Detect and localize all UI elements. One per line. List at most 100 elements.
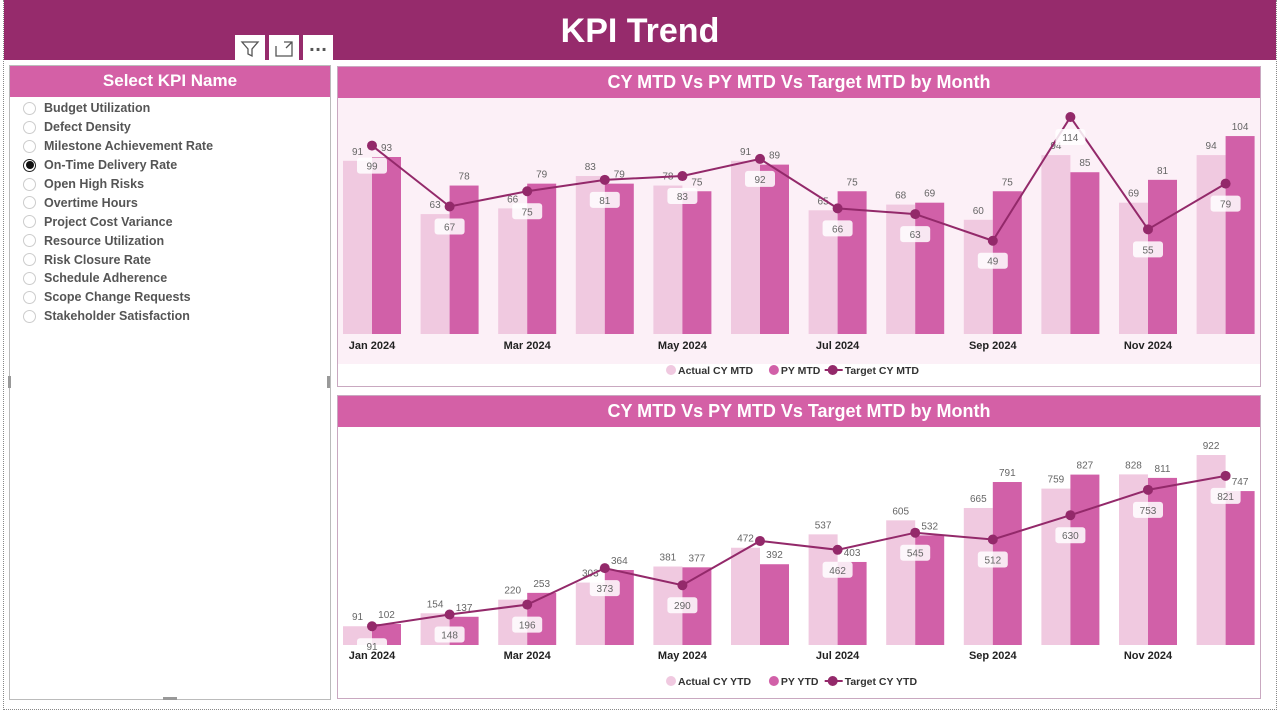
bar-py [915,202,945,334]
data-label-target: 83 [677,192,689,203]
radio-button[interactable] [23,139,36,153]
target-point [987,235,998,246]
radio-button[interactable] [23,177,36,191]
data-label-actual: 381 [660,552,677,563]
bar-actual [1196,455,1226,645]
slicer-item[interactable]: Schedule Adherence [23,269,330,288]
data-label-py: 102 [378,610,395,621]
data-label-target: 196 [519,621,536,632]
target-label-box [822,220,853,237]
slicer-item-label: Budget Utilization [44,101,151,116]
ytd-chart-title: CY MTD Vs PY MTD Vs Target MTD by Month [338,396,1260,427]
slicer-item[interactable]: Scope Change Requests [23,288,330,307]
legend-marker-icon [666,676,676,686]
slicer-item[interactable]: Milestone Achievement Rate [23,137,330,156]
kpi-slicer[interactable]: Select KPI Name Budget Utilization Defect… [9,65,331,700]
legend-marker-icon [827,676,838,686]
radio-button[interactable] [23,215,36,229]
x-tick-label: Sep 2024 [969,650,1018,662]
data-label-actual: 828 [1125,460,1142,471]
data-label-actual: 472 [737,534,754,545]
slicer-item[interactable]: Open High Risks [23,175,330,194]
target-label-box [667,188,698,205]
bar-py [760,164,789,334]
data-label-py: 75 [847,177,859,188]
slicer-item[interactable]: Risk Closure Rate [23,250,330,269]
slicer-item[interactable]: On-Time Delivery Rate [23,156,330,175]
resize-handle-right[interactable] [327,376,330,388]
data-label-py: 75 [1002,177,1014,188]
slicer-item[interactable]: Overtime Hours [23,193,330,212]
x-tick-label: Jan 2024 [349,650,396,662]
data-label-py: 747 [1232,477,1249,488]
radio-button[interactable] [23,309,36,323]
target-point [444,201,455,212]
slicer-item[interactable]: Resource Utilization [23,231,330,250]
target-point [755,535,765,546]
target-point [1065,510,1076,521]
data-label-py: 811 [1155,464,1171,475]
target-point [367,140,377,151]
data-label-target: 512 [984,556,1001,567]
filter-button[interactable] [235,35,265,63]
data-label-actual: 759 [1048,475,1065,486]
slicer-item-label: Resource Utilization [44,233,165,248]
slicer-item-label: Schedule Adherence [44,271,168,286]
resize-handle-left[interactable] [8,376,11,388]
slicer-item-label: Milestone Achievement Rate [44,139,214,154]
bar-actual [1041,155,1071,334]
data-label-target: 92 [754,175,766,186]
slicer-item[interactable]: Project Cost Variance [23,212,330,231]
resize-handle-bottom[interactable] [163,697,177,700]
target-line [371,474,1226,628]
data-label-actual: 63 [430,200,442,211]
data-label-target: 753 [1140,506,1157,517]
data-label-py: 377 [689,553,706,564]
target-label-box [977,252,1008,269]
slicer-list: Budget Utilization Defect Density Mileston… [10,97,330,326]
radio-button[interactable] [23,158,36,172]
radio-button[interactable] [23,253,36,267]
target-point [832,203,843,214]
slicer-item[interactable]: Budget Utilization [23,99,330,118]
target-label-box [1210,487,1241,504]
more-options-button[interactable]: ··· [303,35,333,63]
radio-button[interactable] [23,196,36,210]
target-point [910,527,921,538]
legend-entry: Actual CY MTD [678,365,753,377]
x-tick-label: Nov 2024 [1124,650,1173,662]
radio-button[interactable] [23,101,36,115]
radio-button[interactable] [23,290,36,304]
bar-actual [808,534,838,645]
data-label-actual: 83 [585,162,597,173]
data-label-target: 55 [1142,245,1154,256]
data-label-py: 81 [1157,166,1169,177]
slicer-item[interactable]: Defect Density [23,118,330,137]
data-label-actual: 91 [352,612,364,623]
bar-actual [731,547,760,645]
bar-py [1225,136,1255,334]
data-label-actual: 94 [1050,141,1062,152]
more-options-icon: ··· [308,39,328,59]
slicer-item-label: On-Time Delivery Rate [44,158,178,173]
target-point [444,609,455,620]
bar-py [1070,474,1100,645]
bar-actual [498,208,528,334]
legend-marker-icon [768,676,779,686]
legend-entry: PY MTD [781,365,821,377]
slicer-item-label: Stakeholder Satisfaction [44,309,190,324]
slicer-item-label: Defect Density [44,120,131,135]
ytd-chart: CY MTD Vs PY MTD Vs Target MTD by Month … [337,395,1261,699]
radio-button[interactable] [23,271,36,285]
slicer-item[interactable]: Stakeholder Satisfaction [23,307,330,326]
legend-marker-icon [768,365,779,375]
target-point [1143,484,1153,495]
target-label-box [434,218,465,235]
focus-mode-button[interactable] [269,35,299,63]
bar-actual [886,204,916,334]
bar-actual [886,520,916,645]
focus-mode-icon [275,41,293,57]
radio-button[interactable] [23,234,36,248]
radio-button[interactable] [23,120,36,134]
slicer-title: Select KPI Name [10,66,330,97]
